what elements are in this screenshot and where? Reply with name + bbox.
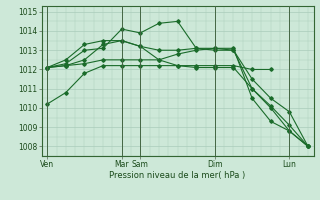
X-axis label: Pression niveau de la mer( hPa ): Pression niveau de la mer( hPa )	[109, 171, 246, 180]
